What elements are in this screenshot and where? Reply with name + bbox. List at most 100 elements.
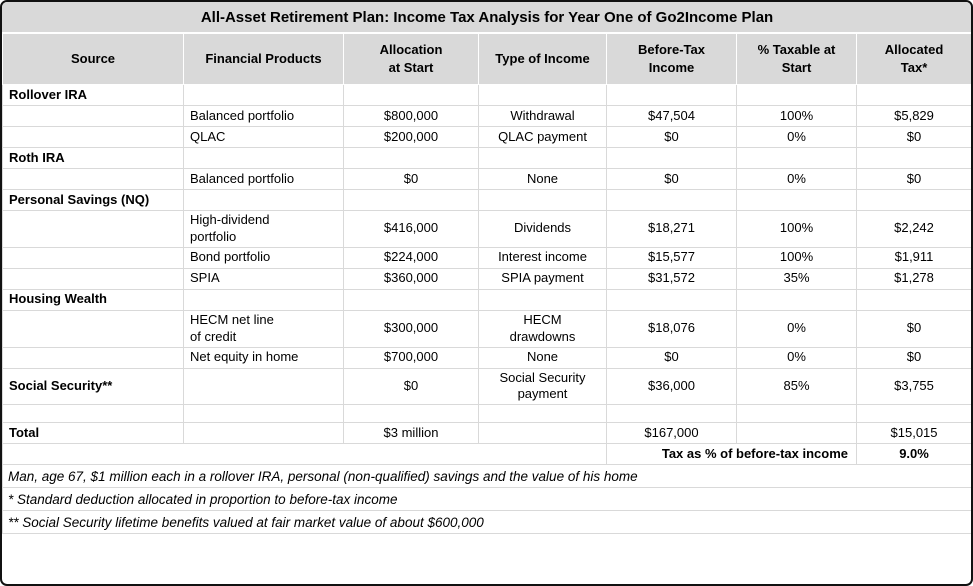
table-cell: Social Security** (2, 367, 184, 406)
table-cell (478, 189, 607, 211)
table-cell: $0 (606, 126, 737, 148)
table-cell: QLAC (183, 126, 344, 148)
table-cell (183, 84, 344, 106)
table-cell: 100% (736, 210, 857, 248)
table-cell (478, 288, 607, 311)
table-cell: Roth IRA (2, 147, 184, 169)
table-cell (2, 404, 184, 424)
table-cell: Rollover IRA (2, 84, 184, 106)
table-cell: $360,000 (343, 267, 479, 290)
table-cell: $800,000 (343, 105, 479, 127)
table-cell: Balanced portfolio (183, 168, 344, 190)
table-cell (183, 422, 344, 445)
column-header: % Taxable at Start (736, 32, 857, 85)
table-cell (343, 288, 479, 311)
table-cell: $700,000 (343, 346, 479, 369)
table-cell (855, 404, 971, 424)
table-cell (2, 309, 184, 348)
column-header: Allocation at Start (343, 32, 479, 85)
table-cell: Total (2, 422, 184, 445)
table-row: Bond portfolio $224,000 Interest income $15… (2, 246, 971, 269)
column-header: Allocated Tax* (855, 32, 971, 85)
table-row (2, 404, 971, 424)
table-cell (478, 404, 607, 424)
table-cell: $0 (606, 346, 737, 369)
page-title: All-Asset Retirement Plan: Income Tax An… (2, 2, 971, 34)
footnote-text: * Standard deduction allocated in propor… (2, 487, 971, 512)
table-cell (736, 288, 857, 311)
table-cell (183, 288, 344, 311)
table-cell (606, 84, 737, 106)
table-row: Social Security** $0 Social Security payme… (2, 367, 971, 406)
tax-percent-value: 9.0% (855, 443, 971, 466)
table-cell (736, 147, 857, 169)
header-row: Source Financial Products Allocation at St… (2, 32, 971, 85)
table-cell (478, 84, 607, 106)
table-cell (606, 404, 737, 424)
table-row: Balanced portfolio $0 None $0 0% $0 (2, 168, 971, 190)
table-cell: $18,271 (606, 210, 737, 248)
income-tax-analysis-table: All-Asset Retirement Plan: Income Tax An… (2, 2, 971, 535)
table-cell: Interest income (478, 246, 607, 269)
table-cell: 35% (736, 267, 857, 290)
table-cell: HECM drawdowns (478, 309, 607, 348)
table-cell: $3 million (343, 422, 479, 445)
table-cell: QLAC payment (478, 126, 607, 148)
table-cell (736, 189, 857, 211)
table-cell: Personal Savings (NQ) (2, 189, 184, 211)
table-row: High-dividend portfolio $416,000 Dividends… (2, 210, 971, 248)
table-row: Rollover IRA (2, 84, 971, 106)
table-cell (606, 147, 737, 169)
table-cell: SPIA (183, 267, 344, 290)
table-cell (855, 147, 971, 169)
table-cell (343, 147, 479, 169)
table-footnotes: Man, age 67, $1 million each in a rollov… (2, 464, 971, 535)
table-cell (183, 147, 344, 169)
table-cell: Dividends (478, 210, 607, 248)
table-cell: 0% (736, 346, 857, 369)
table-cell: $2,242 (855, 210, 971, 248)
table-cell (736, 84, 857, 106)
table-row: HECM net line of credit $300,000 HECM draw… (2, 309, 971, 348)
table-cell: $47,504 (606, 105, 737, 127)
footnote-row: Man, age 67, $1 million each in a rollov… (2, 464, 971, 489)
table-cell: $300,000 (343, 309, 479, 348)
table-cell: $224,000 (343, 246, 479, 269)
table-cell: $5,829 (855, 105, 971, 127)
table-cell: $18,076 (606, 309, 737, 348)
table-cell: $200,000 (343, 126, 479, 148)
table-cell (2, 168, 184, 190)
table-cell (343, 404, 479, 424)
footnote-row: ** Social Security lifetime benefits val… (2, 510, 971, 535)
table-row: SPIA $360,000 SPIA payment $31,572 35% $1,278 (2, 267, 971, 290)
table-cell (2, 246, 184, 269)
column-header: Financial Products (183, 32, 344, 85)
table-cell: $0 (855, 346, 971, 369)
table-cell (606, 189, 737, 211)
summary-pad-cell (2, 443, 607, 466)
table-cell: $36,000 (606, 367, 737, 406)
table-cell (2, 346, 184, 369)
table-cell (736, 404, 857, 424)
footnote-row: * Standard deduction allocated in propor… (2, 487, 971, 512)
table-cell: High-dividend portfolio (183, 210, 344, 248)
table-cell: Social Security payment (478, 367, 607, 406)
table-cell: $15,577 (606, 246, 737, 269)
table-cell: HECM net line of credit (183, 309, 344, 348)
title-row: All-Asset Retirement Plan: Income Tax An… (2, 2, 971, 34)
table-cell: 0% (736, 126, 857, 148)
table-cell (343, 189, 479, 211)
table-cell: SPIA payment (478, 267, 607, 290)
table-cell: 0% (736, 168, 857, 190)
table-cell (736, 422, 857, 445)
table-cell: 100% (736, 105, 857, 127)
table-cell: $31,572 (606, 267, 737, 290)
footnote-text: Man, age 67, $1 million each in a rollov… (2, 464, 971, 489)
table-head: All-Asset Retirement Plan: Income Tax An… (2, 2, 971, 85)
table-cell: $416,000 (343, 210, 479, 248)
table-cell: None (478, 168, 607, 190)
table-row: Personal Savings (NQ) (2, 189, 971, 211)
table-cell (478, 147, 607, 169)
table-cell (478, 422, 607, 445)
table-cell: Housing Wealth (2, 288, 184, 311)
